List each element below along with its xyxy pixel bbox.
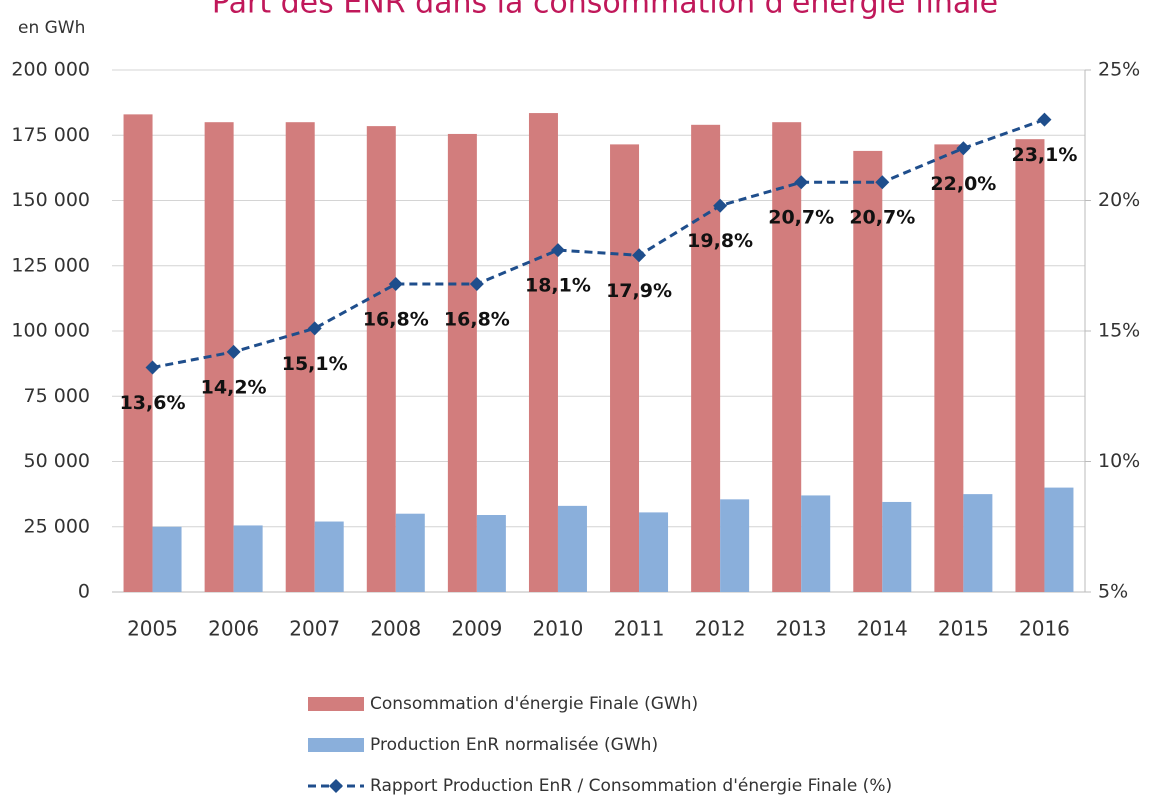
- bar: [963, 494, 993, 592]
- y-tick-label: 175 000: [11, 124, 90, 146]
- y-tick-label: 0: [78, 581, 90, 603]
- legend-label: Rapport Production EnR / Consommation d'…: [370, 776, 892, 796]
- bar: [1044, 487, 1074, 592]
- marker: [713, 198, 728, 213]
- legend-swatch: [329, 779, 343, 793]
- bar: [882, 501, 912, 592]
- x-tick-label: 2007: [289, 617, 340, 641]
- legend-swatch: [308, 738, 364, 752]
- bar: [123, 114, 153, 593]
- marker: [956, 141, 971, 156]
- y2-tick-label: 25%: [1098, 59, 1140, 81]
- marker: [469, 277, 484, 292]
- x-tick-label: 2006: [208, 617, 259, 641]
- data-label: 23,1%: [1011, 144, 1077, 166]
- x-tick-label: 2009: [451, 617, 502, 641]
- data-label: 20,7%: [849, 207, 915, 229]
- marker: [550, 243, 565, 258]
- y-tick-label: 100 000: [11, 320, 90, 342]
- data-label: 19,8%: [687, 230, 753, 252]
- bar: [801, 495, 831, 592]
- y-tick-label: 50 000: [24, 450, 90, 472]
- y-tick-label: 75 000: [24, 385, 90, 407]
- marker: [307, 321, 322, 336]
- y-tick-label: 25 000: [24, 515, 90, 537]
- bar: [610, 144, 640, 592]
- marker: [226, 344, 241, 359]
- y-tick-label: 200 000: [11, 59, 90, 81]
- data-label: 16,8%: [444, 309, 510, 331]
- marker: [794, 175, 809, 190]
- line: [152, 118, 1045, 370]
- marker: [632, 248, 647, 263]
- marker: [875, 175, 890, 190]
- bar: [447, 133, 477, 592]
- data-label: 20,7%: [768, 207, 834, 229]
- bar: [639, 512, 669, 592]
- legend-swatch: [308, 697, 364, 711]
- data-label: 18,1%: [525, 275, 591, 297]
- bar: [528, 113, 558, 592]
- y-tick-label: 150 000: [11, 189, 90, 211]
- bar: [395, 513, 425, 592]
- x-tick-label: 2011: [614, 617, 665, 641]
- y-axis-label: en GWh: [18, 18, 85, 38]
- bar: [853, 150, 883, 592]
- x-tick-label: 2016: [1019, 617, 1070, 641]
- y2-tick-label: 5%: [1098, 581, 1128, 603]
- marker: [145, 360, 160, 375]
- bar: [557, 505, 587, 592]
- marker: [388, 277, 403, 292]
- bar: [1015, 139, 1045, 593]
- data-label: 16,8%: [363, 309, 429, 331]
- x-tick-label: 2015: [938, 617, 989, 641]
- legend-label: Production EnR normalisée (GWh): [370, 735, 658, 755]
- bar: [285, 122, 315, 592]
- chart-title: Part des ENR dans la consommation d'éner…: [212, 0, 998, 21]
- bar: [476, 515, 506, 592]
- y2-tick-label: 10%: [1098, 450, 1140, 472]
- x-tick-label: 2005: [127, 617, 178, 641]
- bar: [691, 124, 721, 592]
- bar: [772, 122, 802, 592]
- bar: [366, 126, 396, 593]
- y2-tick-label: 20%: [1098, 189, 1140, 211]
- data-label: 15,1%: [282, 353, 348, 375]
- bar: [152, 526, 182, 592]
- data-label: 14,2%: [201, 376, 267, 398]
- bar: [934, 144, 964, 592]
- y-tick-label: 125 000: [11, 254, 90, 276]
- bar: [720, 499, 750, 592]
- data-label: 22,0%: [930, 173, 996, 195]
- y2-tick-label: 15%: [1098, 320, 1140, 342]
- bar: [233, 525, 263, 592]
- marker: [1037, 112, 1052, 127]
- data-label: 17,9%: [606, 280, 672, 302]
- x-tick-label: 2013: [776, 617, 827, 641]
- x-tick-label: 2014: [857, 617, 908, 641]
- x-tick-label: 2008: [370, 617, 421, 641]
- data-label: 13,6%: [120, 392, 186, 414]
- x-tick-label: 2010: [533, 617, 584, 641]
- bar: [314, 521, 344, 592]
- legend-label: Consommation d'énergie Finale (GWh): [370, 694, 698, 714]
- x-tick-label: 2012: [695, 617, 746, 641]
